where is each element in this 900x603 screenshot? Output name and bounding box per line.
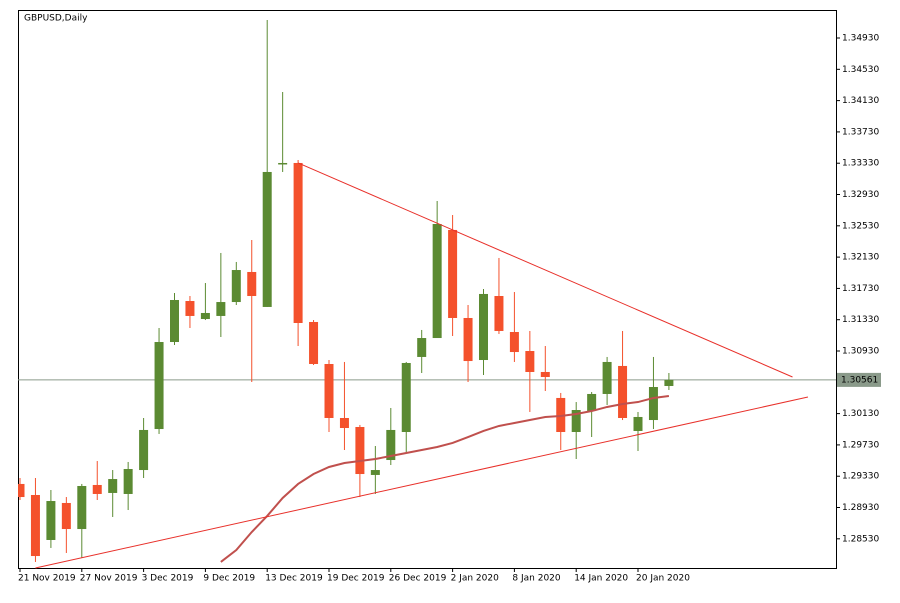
x-tick-label: 13 Dec 2019	[265, 574, 323, 584]
y-tick-label: 1.30930	[842, 347, 879, 357]
candle-body	[324, 364, 334, 418]
x-tick-label: 8 Jan 2020	[512, 574, 560, 584]
y-tick-label: 1.28930	[842, 503, 879, 513]
candle-body	[587, 393, 597, 412]
x-tick-label: 14 Jan 2020	[574, 574, 628, 584]
candle-body	[664, 379, 674, 386]
candle-body	[339, 417, 349, 429]
y-tick-label: 1.34930	[842, 34, 879, 44]
plot-frame	[18, 10, 837, 569]
candle-body	[309, 321, 319, 365]
price-label-box	[837, 372, 881, 387]
candle-body	[46, 501, 56, 540]
y-tick-label: 1.34130	[842, 96, 879, 106]
y-tick-label: 1.32130	[842, 253, 879, 263]
candle-body	[463, 317, 473, 362]
candle-body	[540, 371, 550, 377]
y-tick-label: 1.32530	[842, 221, 879, 231]
y-tick-label: 1.28530	[842, 534, 879, 544]
trendline	[35, 396, 809, 569]
candle-body	[386, 429, 396, 461]
candle-body	[262, 171, 272, 307]
axes: 1.34930 1.34530 1.34130 1.33730 1.33330 1.329…	[18, 34, 881, 584]
price-label: 1.30561	[841, 375, 878, 385]
candle-body	[278, 162, 288, 165]
y-tick-label: 1.30130	[842, 409, 879, 419]
candle-body	[633, 416, 643, 431]
candle-body	[77, 485, 87, 530]
candle-body	[618, 365, 628, 418]
candle-body	[448, 229, 458, 318]
candle-body	[108, 479, 118, 493]
moving-average	[220, 395, 670, 563]
y-tick-label: 1.31730	[842, 284, 879, 294]
candle-body	[18, 483, 25, 498]
candle-body	[216, 302, 226, 316]
y-tick-label: 1.33330	[842, 159, 879, 169]
candle-body	[479, 293, 488, 361]
y-tick-label: 1.34530	[842, 65, 879, 75]
x-tick-label: 20 Jan 2020	[636, 574, 690, 584]
candle-body	[293, 162, 303, 323]
candle-body	[355, 426, 365, 475]
candle-body	[200, 312, 210, 320]
candle-body	[139, 429, 149, 471]
candle-body	[92, 484, 102, 494]
y-tick-label: 1.29330	[842, 472, 879, 482]
candle-body	[525, 351, 535, 372]
candle-body	[247, 271, 257, 297]
plot-area	[18, 20, 836, 563]
x-tick-label: 3 Dec 2019	[142, 574, 194, 584]
candle-body	[123, 469, 133, 494]
y-tick-label: 1.31330	[842, 315, 879, 325]
candle-body	[231, 270, 241, 303]
candle-body	[170, 299, 179, 343]
candle-body	[30, 494, 40, 557]
x-tick-label: 2 Jan 2020	[451, 574, 499, 584]
y-tick-label: 1.32930	[842, 190, 879, 200]
candle-body	[571, 410, 581, 433]
y-tick-label: 1.29730	[842, 440, 879, 450]
chart-title: GBPUSD,Daily	[24, 14, 88, 24]
candle-body	[401, 362, 411, 433]
candle-body	[602, 361, 612, 394]
x-tick-label: 27 Nov 2019	[80, 574, 138, 584]
candle-body	[417, 338, 427, 357]
x-tick-label: 21 Nov 2019	[18, 574, 76, 584]
trendline	[297, 162, 793, 378]
candle-body	[432, 224, 442, 339]
y-tick-label: 1.33730	[842, 127, 879, 137]
candle-body	[648, 387, 658, 421]
x-tick-label: 26 Dec 2019	[389, 574, 447, 584]
candle-body	[154, 342, 164, 430]
candle-body	[509, 331, 519, 353]
x-tick-label: 9 Dec 2019	[203, 574, 255, 584]
candle-body	[185, 301, 195, 316]
candle-body	[494, 296, 504, 331]
x-tick-label: 19 Dec 2019	[327, 574, 385, 584]
candle-body	[61, 502, 71, 530]
candle-body	[370, 470, 380, 475]
